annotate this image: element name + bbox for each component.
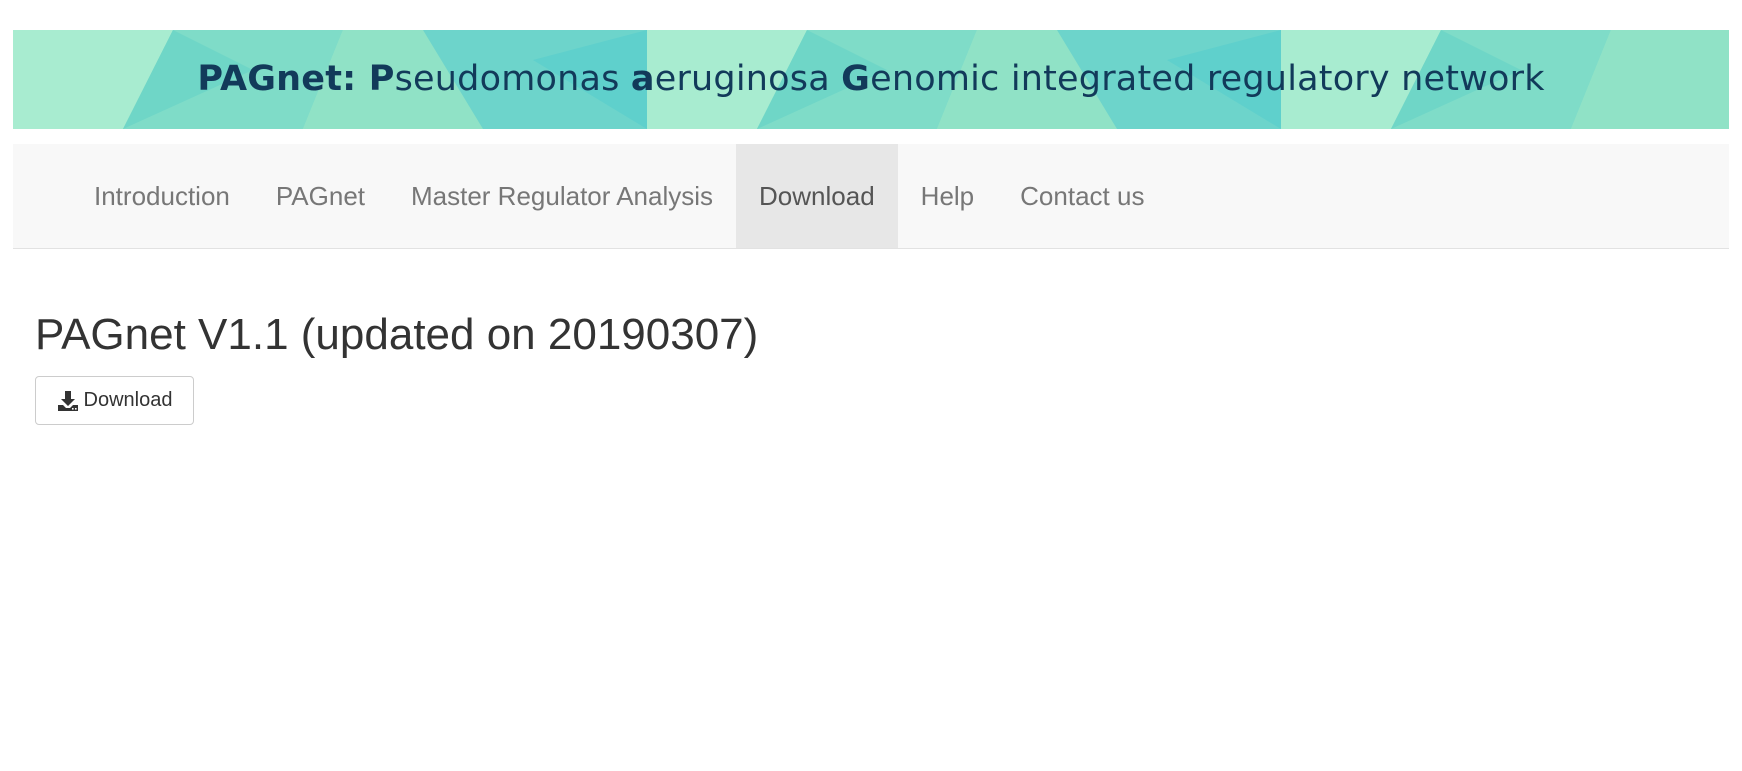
header-banner: PAGnet: Pseudomonas aeruginosa Genomic i… [13,30,1729,129]
banner-title-part: seudomonas [394,59,631,99]
navbar: Introduction PAGnet Master Regulator Ana… [13,144,1729,249]
page-title: PAGnet V1.1 (updated on 20190307) [35,310,759,359]
nav-item-pagnet[interactable]: PAGnet [275,181,365,211]
banner-title-part: enomic integrated regulatory network [870,59,1545,99]
nav-item-contact-us[interactable]: Contact us [1020,181,1145,211]
nav-item-introduction[interactable]: Introduction [94,181,230,211]
nav-list: Introduction PAGnet Master Regulator Ana… [71,144,1167,248]
banner-title-part: eruginosa [654,59,842,99]
download-icon [57,390,78,411]
banner-background [13,30,1729,129]
banner-title-part: PAGnet: [197,59,369,99]
nav-item-help[interactable]: Help [920,181,975,211]
download-button-label: Download [83,389,173,411]
banner-title-part: P [368,59,395,99]
banner-title-part: G [841,59,871,99]
nav-item-master-regulator-analysis[interactable]: Master Regulator Analysis [411,181,714,211]
banner-title-part: a [630,59,655,99]
download-button[interactable]: Download [35,376,194,425]
banner-title: PAGnet: Pseudomonas aeruginosa Genomic i… [13,30,1729,129]
nav-item-download[interactable]: Download [736,144,898,248]
